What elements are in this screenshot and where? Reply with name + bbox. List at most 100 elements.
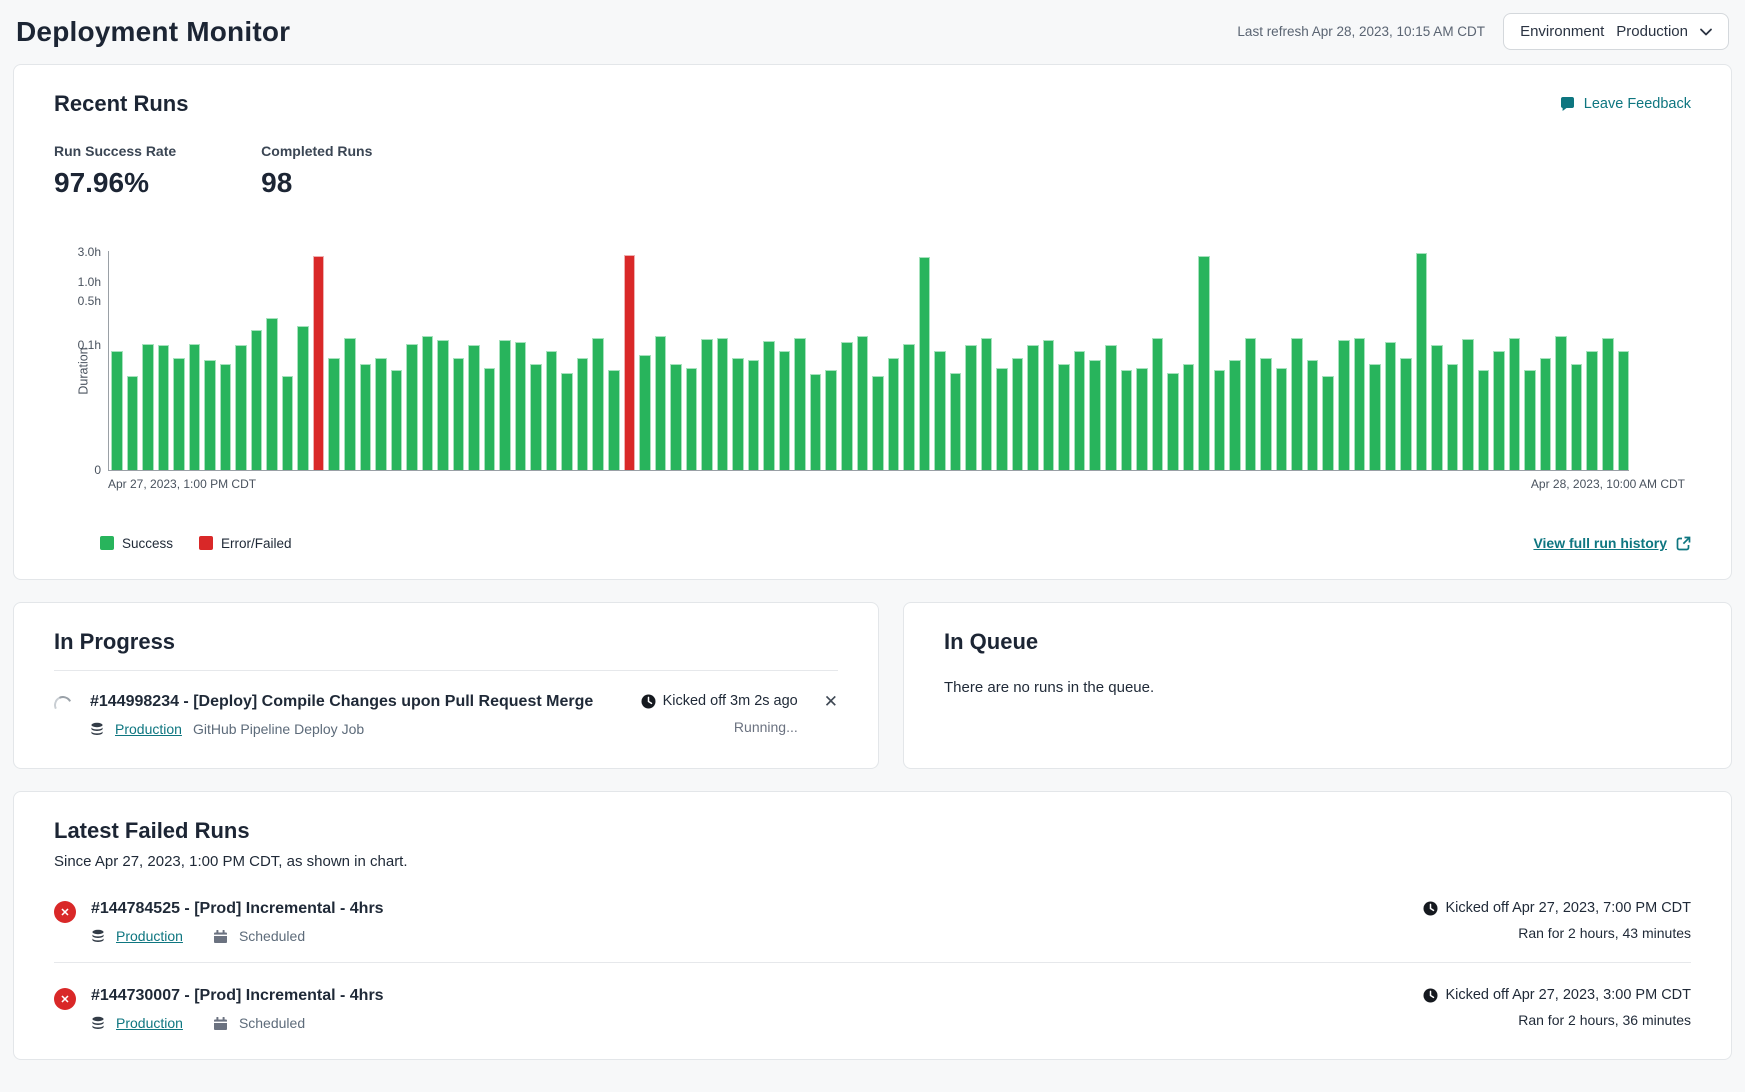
run-bar-success[interactable] (888, 358, 900, 471)
run-bar-success[interactable] (1540, 358, 1552, 471)
run-bar-success[interactable] (639, 355, 651, 470)
run-bar-success[interactable] (1369, 364, 1381, 470)
run-bar-success[interactable] (158, 345, 170, 470)
run-bar-success[interactable] (1618, 351, 1630, 470)
run-bar-success[interactable] (1586, 351, 1598, 470)
run-bar-success[interactable] (1509, 338, 1521, 470)
run-bar-success[interactable] (328, 358, 340, 471)
run-bar-success[interactable] (857, 336, 869, 470)
run-bar-success[interactable] (1493, 351, 1505, 470)
run-bar-success[interactable] (515, 342, 527, 470)
run-bar-success[interactable] (577, 358, 589, 471)
run-bar-success[interactable] (1447, 364, 1459, 470)
run-bar-success[interactable] (453, 358, 465, 471)
run-bar-success[interactable] (406, 344, 418, 470)
run-bar-success[interactable] (1354, 338, 1366, 470)
run-bar-success[interactable] (717, 338, 729, 470)
run-bar-success[interactable] (996, 368, 1008, 471)
run-bar-success[interactable] (1571, 364, 1583, 470)
run-bar-success[interactable] (1276, 368, 1288, 471)
run-bar-success[interactable] (872, 376, 884, 470)
run-bar-success[interactable] (1338, 340, 1350, 470)
run-bar-success[interactable] (670, 364, 682, 470)
run-bar-success[interactable] (204, 360, 216, 470)
run-bar-success[interactable] (1043, 340, 1055, 470)
run-bar-success[interactable] (1307, 360, 1319, 470)
view-full-run-history-link[interactable]: View full run history (1533, 535, 1691, 551)
run-bar-success[interactable] (468, 345, 480, 470)
run-bar-success[interactable] (950, 373, 962, 471)
run-bar-success[interactable] (499, 340, 511, 470)
run-bar-success[interactable] (748, 360, 760, 470)
run-bar-success[interactable] (841, 342, 853, 470)
run-bar-failed[interactable] (624, 255, 636, 470)
run-bar-success[interactable] (530, 364, 542, 470)
run-bar-success[interactable] (1058, 364, 1070, 470)
run-bar-success[interactable] (142, 344, 154, 470)
run-bar-success[interactable] (1074, 351, 1086, 470)
run-bar-success[interactable] (1245, 338, 1257, 470)
run-bar-success[interactable] (965, 345, 977, 470)
run-bar-success[interactable] (919, 257, 931, 470)
run-bar-success[interactable] (173, 358, 185, 471)
run-bar-success[interactable] (1291, 338, 1303, 470)
environment-link[interactable]: Production (115, 721, 182, 737)
run-bar-success[interactable] (220, 364, 232, 470)
run-bar-success[interactable] (1431, 345, 1443, 470)
run-bar-success[interactable] (779, 351, 791, 470)
run-bar-success[interactable] (592, 338, 604, 470)
run-bar-success[interactable] (1385, 342, 1397, 470)
run-bar-success[interactable] (127, 376, 139, 470)
run-bar-success[interactable] (1121, 370, 1133, 470)
run-bar-success[interactable] (266, 318, 278, 470)
run-bar-success[interactable] (1416, 253, 1428, 470)
close-icon[interactable]: ✕ (824, 693, 838, 711)
run-bar-success[interactable] (1322, 376, 1334, 470)
run-bar-success[interactable] (1012, 358, 1024, 471)
run-bar-success[interactable] (1027, 345, 1039, 470)
run-bar-success[interactable] (732, 358, 744, 471)
run-bar-success[interactable] (1167, 373, 1179, 471)
run-bar-success[interactable] (1136, 368, 1148, 471)
run-bar-success[interactable] (437, 340, 449, 470)
run-bar-success[interactable] (251, 330, 263, 470)
leave-feedback-button[interactable]: Leave Feedback (1559, 96, 1691, 112)
run-bar-success[interactable] (360, 364, 372, 470)
run-bar-success[interactable] (686, 368, 698, 471)
run-bar-success[interactable] (1229, 360, 1241, 470)
run-bar-success[interactable] (282, 376, 294, 470)
run-bar-success[interactable] (189, 344, 201, 470)
run-bar-success[interactable] (1462, 339, 1474, 470)
run-bar-success[interactable] (235, 345, 247, 470)
run-bar-success[interactable] (701, 339, 713, 470)
run-bar-success[interactable] (1214, 370, 1226, 470)
run-bar-success[interactable] (375, 358, 387, 471)
run-bar-success[interactable] (981, 338, 993, 470)
run-bar-success[interactable] (1524, 370, 1536, 470)
run-bar-success[interactable] (810, 374, 822, 470)
environment-link[interactable]: Production (116, 1015, 183, 1031)
run-bar-success[interactable] (1260, 358, 1272, 471)
run-bar-success[interactable] (608, 370, 620, 470)
run-bar-success[interactable] (903, 344, 915, 470)
run-bar-success[interactable] (825, 370, 837, 470)
run-bar-success[interactable] (763, 341, 775, 470)
run-bar-success[interactable] (1198, 256, 1210, 470)
run-bar-success[interactable] (546, 351, 558, 470)
run-bar-success[interactable] (1183, 364, 1195, 470)
environment-dropdown[interactable]: Environment Production (1503, 13, 1729, 50)
run-bar-success[interactable] (111, 351, 123, 470)
run-bar-failed[interactable] (313, 256, 325, 470)
run-bar-success[interactable] (1105, 345, 1117, 470)
run-bar-success[interactable] (1152, 338, 1164, 470)
run-bar-success[interactable] (1089, 360, 1101, 470)
run-bar-success[interactable] (1555, 336, 1567, 470)
run-bar-success[interactable] (655, 336, 667, 470)
run-bar-success[interactable] (297, 326, 309, 470)
environment-link[interactable]: Production (116, 928, 183, 944)
run-bar-success[interactable] (794, 338, 806, 470)
run-bar-success[interactable] (391, 370, 403, 470)
run-bar-success[interactable] (561, 373, 573, 471)
run-bar-success[interactable] (484, 368, 496, 471)
run-bar-success[interactable] (1602, 338, 1614, 470)
